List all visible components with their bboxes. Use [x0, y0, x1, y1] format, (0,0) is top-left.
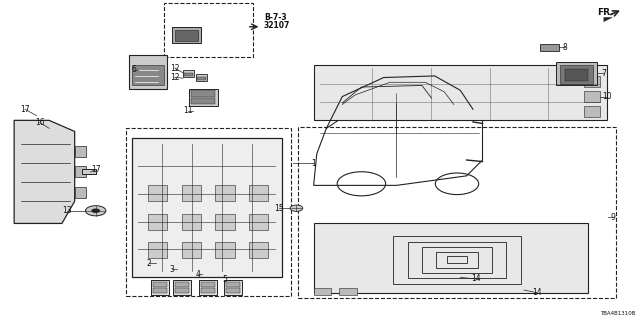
Bar [559, 65, 593, 84]
Bar [314, 288, 332, 295]
Text: 3: 3 [170, 265, 175, 274]
Bar [75, 166, 86, 178]
Bar [173, 280, 191, 295]
Text: TBA4B1310B: TBA4B1310B [600, 311, 636, 316]
Text: 1: 1 [311, 159, 316, 168]
Bar [189, 89, 218, 106]
Bar [196, 74, 207, 81]
Text: 6: 6 [131, 65, 136, 74]
Bar [197, 77, 206, 80]
Text: 7: 7 [601, 69, 606, 78]
Text: 17: 17 [20, 105, 30, 114]
Bar [125, 128, 291, 296]
Bar [75, 187, 86, 198]
Bar [191, 90, 216, 97]
Text: 10: 10 [602, 92, 612, 101]
Bar [183, 70, 195, 77]
Text: FR.: FR. [597, 8, 614, 17]
Bar [227, 282, 241, 287]
Bar [249, 243, 268, 258]
Text: 17: 17 [91, 165, 100, 174]
Polygon shape [132, 138, 282, 277]
Bar [216, 243, 235, 258]
Text: 13: 13 [62, 206, 72, 215]
Bar [584, 76, 600, 87]
Bar [201, 282, 215, 287]
Circle shape [92, 209, 100, 213]
Bar [148, 185, 167, 201]
Text: 14: 14 [532, 288, 541, 297]
Text: 16: 16 [35, 118, 44, 127]
Text: 5: 5 [222, 275, 227, 284]
Bar [216, 214, 235, 230]
Text: 15: 15 [274, 204, 284, 213]
Bar [153, 282, 167, 287]
Bar [148, 214, 167, 230]
Text: 9: 9 [611, 212, 616, 222]
Bar [153, 288, 167, 293]
Bar [314, 223, 588, 293]
Bar [540, 44, 559, 51]
Bar [75, 146, 86, 157]
Circle shape [86, 206, 106, 216]
Bar [148, 243, 167, 258]
Bar [191, 98, 216, 105]
Bar [422, 247, 492, 273]
Bar [436, 252, 478, 268]
Bar [175, 288, 189, 293]
Text: 12: 12 [170, 73, 179, 82]
Bar [227, 288, 241, 293]
Bar [394, 236, 521, 284]
Bar [249, 214, 268, 230]
Bar [182, 185, 201, 201]
Bar [584, 106, 600, 117]
Circle shape [290, 205, 303, 212]
Bar [216, 185, 235, 201]
Bar [314, 65, 607, 120]
Bar [132, 65, 164, 85]
Bar [225, 280, 243, 295]
Text: 11: 11 [183, 106, 193, 115]
Polygon shape [604, 17, 613, 22]
Bar [151, 280, 169, 295]
Bar [182, 243, 201, 258]
Text: 2: 2 [147, 259, 152, 268]
Bar [408, 242, 506, 278]
Text: 12: 12 [170, 63, 179, 73]
Bar [175, 30, 198, 41]
Bar [175, 282, 189, 287]
Bar [83, 169, 97, 174]
Text: 8: 8 [563, 43, 568, 52]
Bar [164, 3, 253, 57]
Bar [584, 91, 600, 102]
Bar [556, 62, 597, 85]
Bar [249, 185, 268, 201]
Bar [184, 73, 193, 76]
Bar [182, 214, 201, 230]
Bar [339, 288, 357, 295]
Polygon shape [14, 120, 75, 223]
Bar [199, 280, 217, 295]
Text: B-7-3: B-7-3 [264, 13, 287, 22]
Text: 4: 4 [195, 270, 200, 279]
Text: 14: 14 [471, 275, 481, 284]
Bar [447, 256, 467, 263]
Bar [201, 288, 215, 293]
Bar [298, 127, 616, 298]
Bar [129, 55, 167, 89]
Text: 32107: 32107 [264, 21, 291, 30]
Bar [565, 69, 588, 81]
Bar [172, 28, 201, 43]
